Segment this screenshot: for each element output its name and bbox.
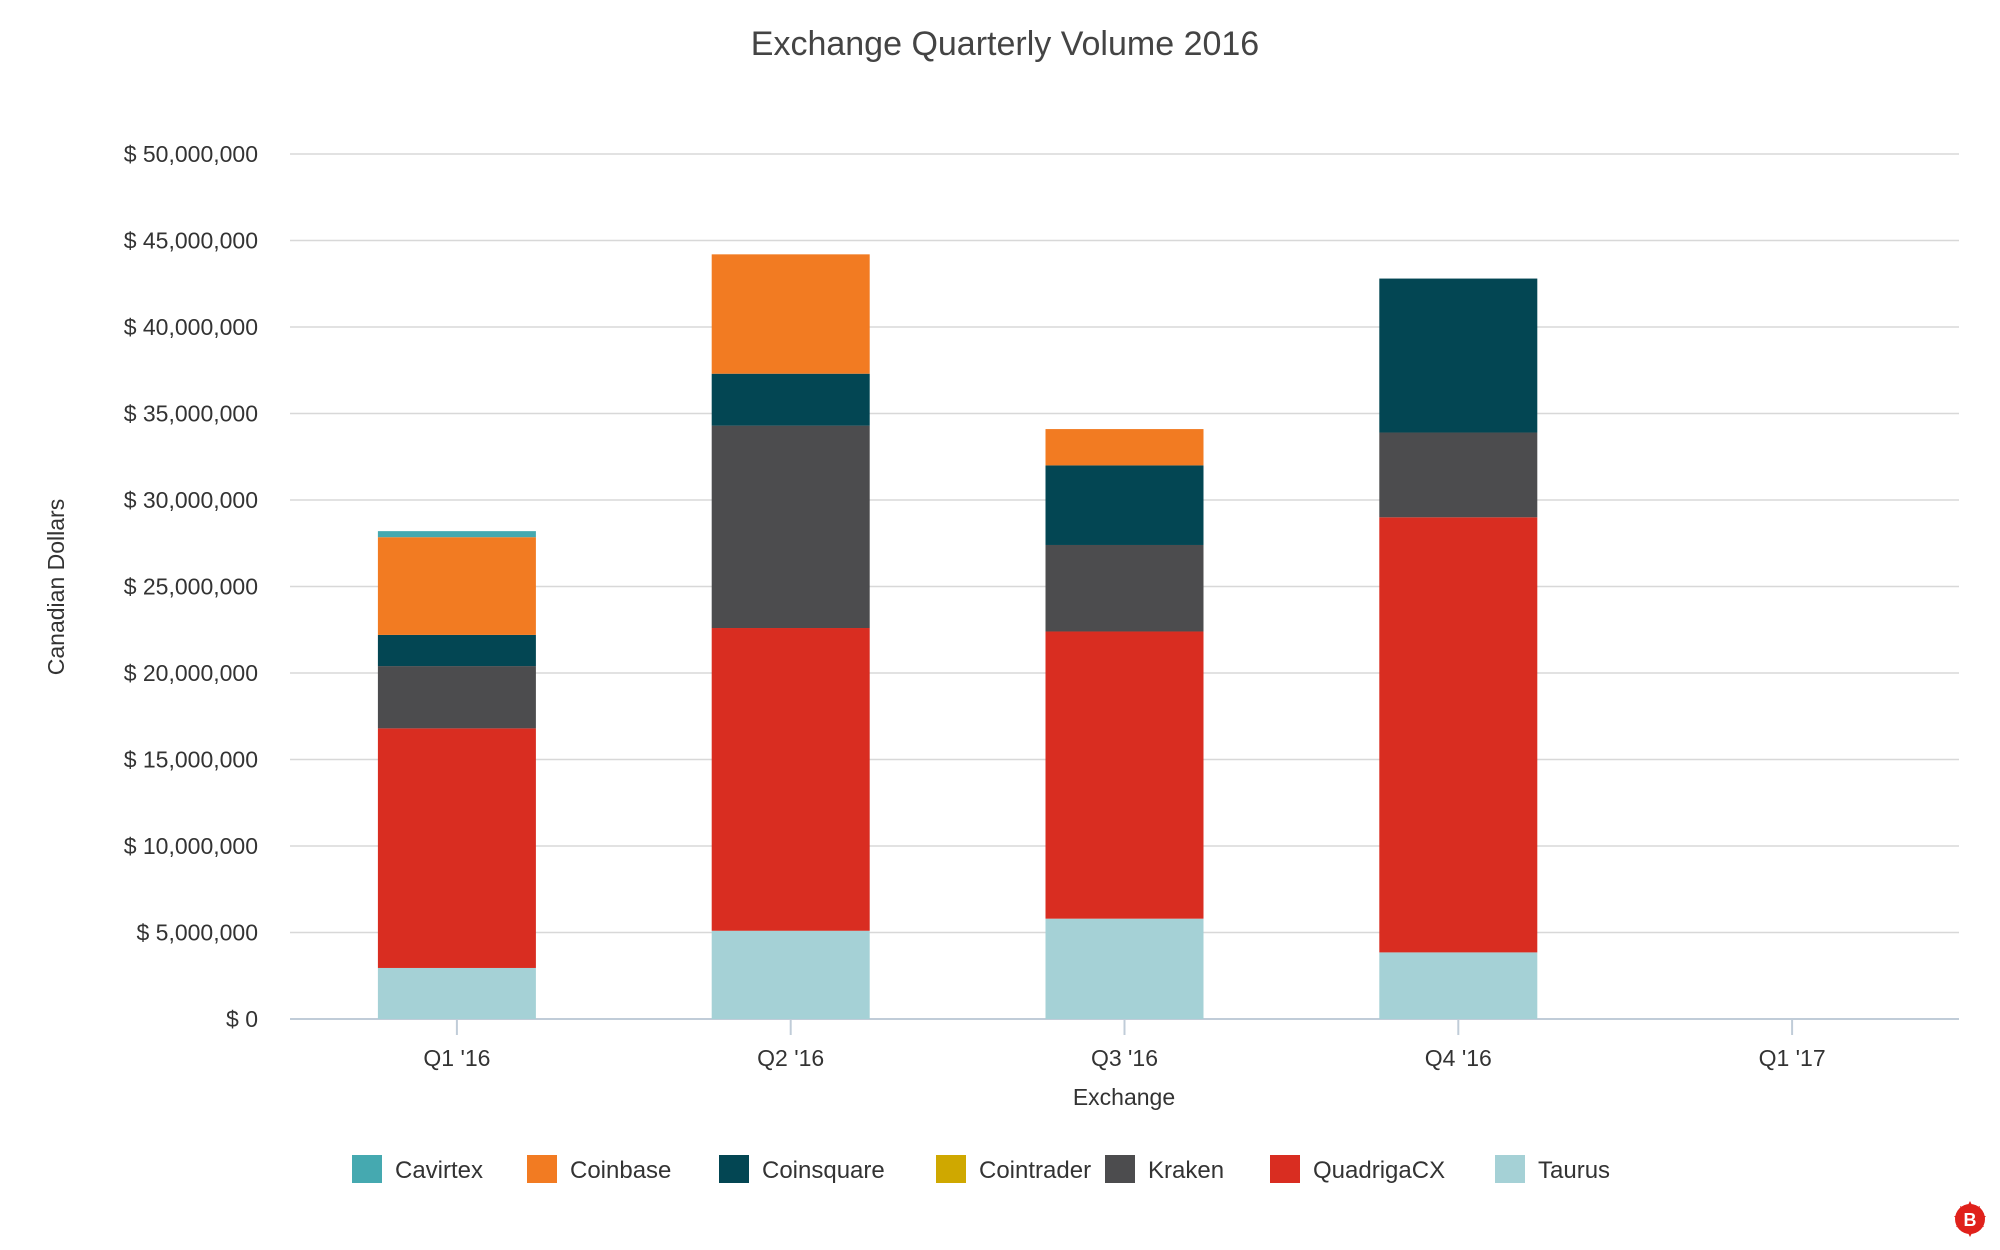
bar-segment-coinbase bbox=[377, 537, 536, 635]
bar-segment-coinsquare bbox=[377, 634, 536, 667]
bar-segment-quadrigacx bbox=[1045, 631, 1204, 919]
bar-segment-taurus bbox=[1379, 952, 1538, 1019]
x-tick-label: Q2 '16 bbox=[757, 1045, 824, 1071]
bar-segment-coinbase bbox=[711, 254, 870, 374]
bar-segment-quadrigacx bbox=[711, 628, 870, 931]
y-tick-label: $ 5,000,000 bbox=[136, 920, 258, 946]
y-axis-label: Canadian Dollars bbox=[43, 499, 69, 675]
bar-segment-kraken bbox=[1045, 544, 1204, 632]
bar-segment-quadrigacx bbox=[377, 728, 536, 968]
y-tick-label: $ 45,000,000 bbox=[124, 228, 258, 254]
svg-text:B: B bbox=[1964, 1210, 1977, 1230]
bar-segment-kraken bbox=[1379, 432, 1538, 518]
y-tick-label: $ 10,000,000 bbox=[124, 833, 258, 859]
legend-item-quadrigacx[interactable]: QuadrigaCX bbox=[1270, 1155, 1445, 1184]
y-tick-label: $ 35,000,000 bbox=[124, 401, 258, 427]
legend-item-cointrader[interactable]: Cointrader bbox=[936, 1155, 1091, 1184]
legend-item-coinsquare[interactable]: Coinsquare bbox=[719, 1155, 885, 1184]
legend-label: Cavirtex bbox=[395, 1157, 483, 1184]
bar-segment-coinsquare bbox=[1045, 465, 1204, 545]
bar-segment-coinsquare bbox=[711, 373, 870, 426]
legend-swatch bbox=[719, 1155, 749, 1183]
bar-segment-kraken bbox=[377, 666, 536, 729]
legend-label: Cointrader bbox=[979, 1157, 1091, 1184]
chart-title: Exchange Quarterly Volume 2016 bbox=[751, 25, 1259, 63]
legend-swatch bbox=[1105, 1155, 1135, 1183]
legend-label: QuadrigaCX bbox=[1313, 1157, 1445, 1184]
legend-swatch bbox=[352, 1155, 382, 1183]
y-tick-label: $ 25,000,000 bbox=[124, 574, 258, 600]
legend-swatch bbox=[1270, 1155, 1300, 1183]
bar-segment-taurus bbox=[711, 930, 870, 1019]
bar-segment-kraken bbox=[711, 425, 870, 629]
legend-label: Coinsquare bbox=[762, 1157, 885, 1184]
bitcoin-maple-leaf-logo: B bbox=[1954, 1201, 1986, 1237]
y-tick-label: $ 20,000,000 bbox=[124, 660, 258, 686]
y-tick-label: $ 30,000,000 bbox=[124, 487, 258, 513]
bar-segment-quadrigacx bbox=[1379, 517, 1538, 953]
legend-label: Coinbase bbox=[570, 1157, 671, 1184]
x-tick-label: Q1 '17 bbox=[1759, 1045, 1826, 1071]
legend-swatch bbox=[936, 1155, 966, 1183]
bar-segment-cavirtex bbox=[377, 531, 536, 538]
y-tick-label: $ 15,000,000 bbox=[124, 747, 258, 773]
x-tick-label: Q3 '16 bbox=[1091, 1045, 1158, 1071]
legend-swatch bbox=[1495, 1155, 1525, 1183]
legend-item-kraken[interactable]: Kraken bbox=[1105, 1155, 1224, 1184]
bar-segment-coinsquare bbox=[1379, 278, 1538, 433]
y-tick-label: $ 40,000,000 bbox=[124, 314, 258, 340]
y-tick-label: $ 50,000,000 bbox=[124, 141, 258, 167]
x-tick-label: Q1 '16 bbox=[423, 1045, 490, 1071]
legend-label: Kraken bbox=[1148, 1157, 1224, 1184]
bar-segment-taurus bbox=[377, 967, 536, 1019]
legend-label: Taurus bbox=[1538, 1157, 1610, 1184]
y-tick-label: $ 0 bbox=[226, 1006, 258, 1032]
legend-item-coinbase[interactable]: Coinbase bbox=[527, 1155, 671, 1184]
legend-item-taurus[interactable]: Taurus bbox=[1495, 1155, 1610, 1184]
x-tick-label: Q4 '16 bbox=[1425, 1045, 1492, 1071]
x-axis-label: Exchange bbox=[1073, 1084, 1175, 1110]
bar-segment-taurus bbox=[1045, 918, 1204, 1019]
legend-item-cavirtex[interactable]: Cavirtex bbox=[352, 1155, 483, 1184]
bar-segment-coinbase bbox=[1045, 429, 1204, 466]
legend-swatch bbox=[527, 1155, 557, 1183]
